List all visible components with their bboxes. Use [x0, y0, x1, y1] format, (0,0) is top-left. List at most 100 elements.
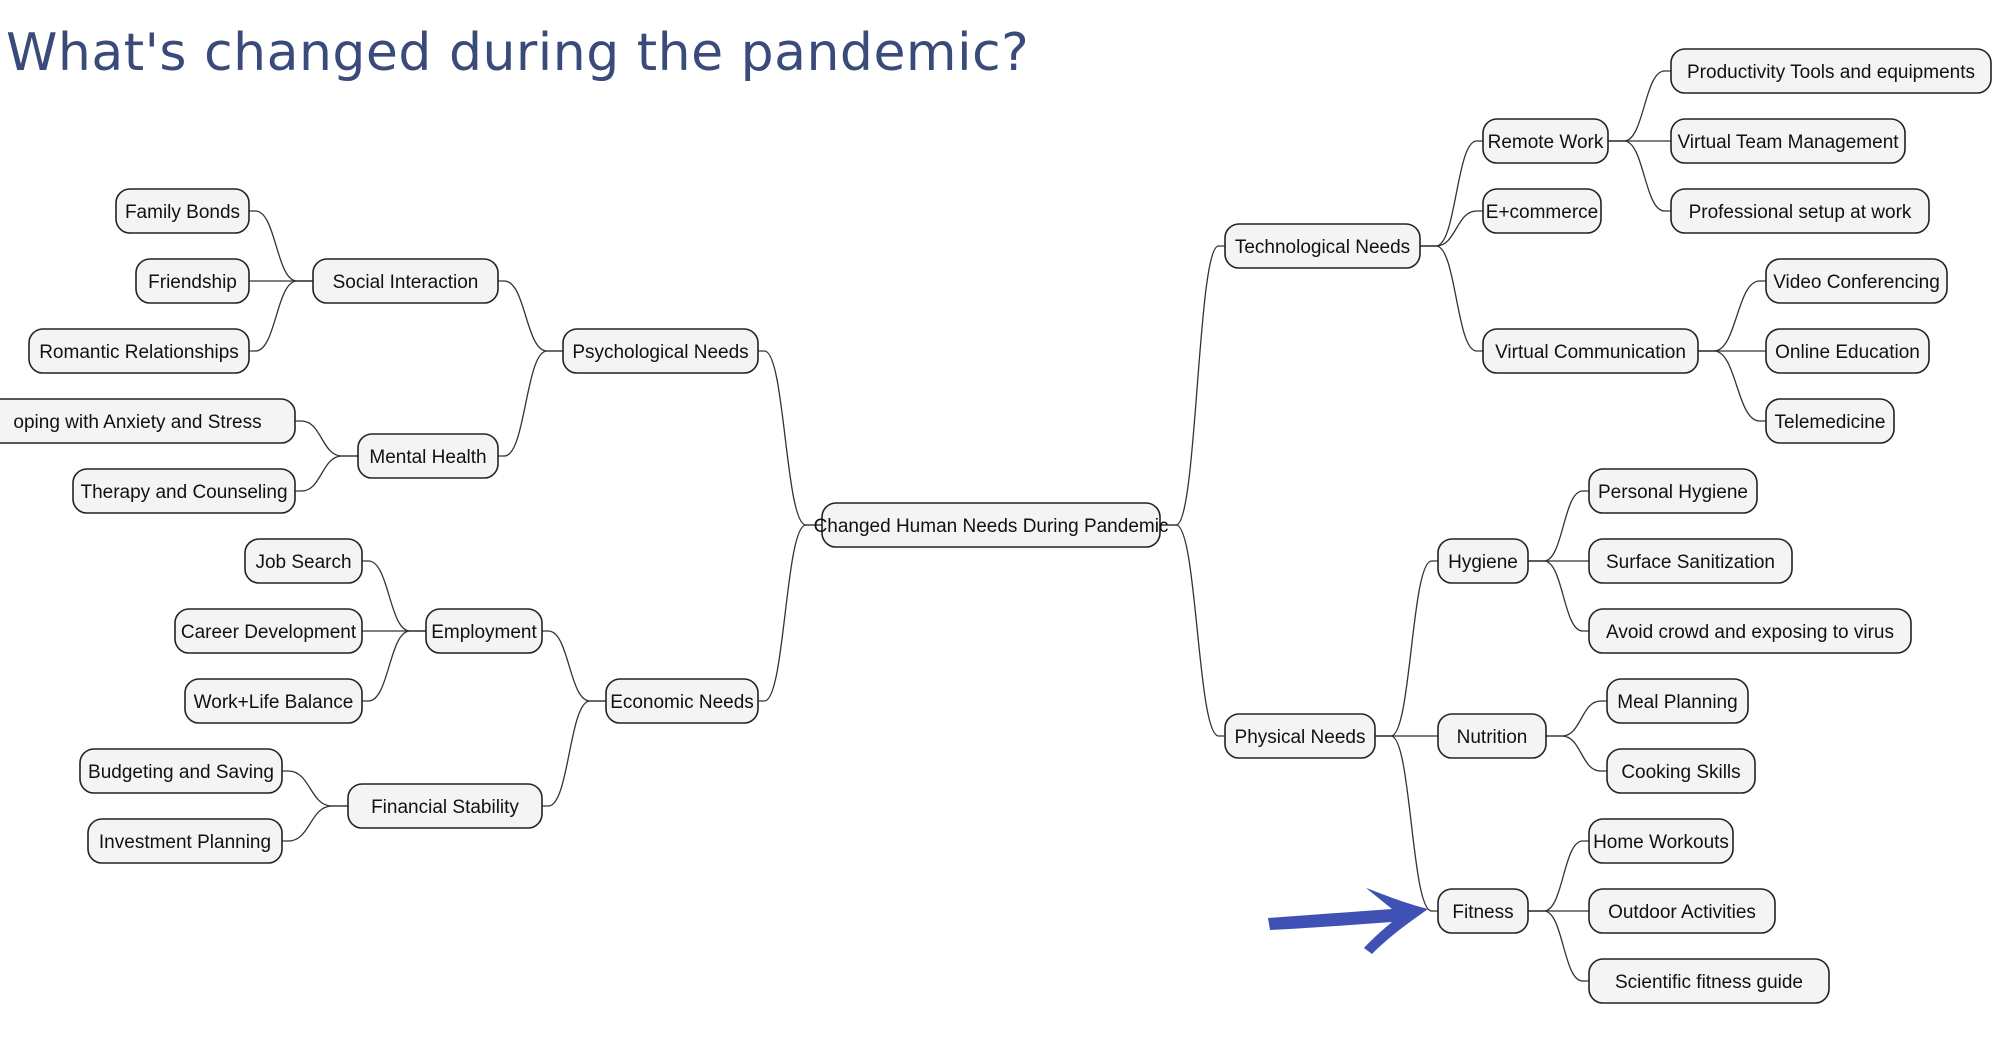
- node-surface-sanitization[interactable]: Surface Sanitization: [1588, 538, 1793, 584]
- node-label: Scientific fitness guide: [1615, 972, 1803, 993]
- node-ecommerce[interactable]: E+commerce: [1482, 188, 1602, 234]
- node-friendship[interactable]: Friendship: [135, 258, 250, 304]
- node-label: Outdoor Activities: [1608, 902, 1756, 923]
- node-box: [425, 608, 543, 654]
- node-psychological-needs[interactable]: Psychological Needs: [562, 328, 759, 374]
- pointer-arrow-icon: [1268, 888, 1428, 954]
- node-box: [72, 468, 296, 514]
- node-cooking-skills[interactable]: Cooking Skills: [1606, 748, 1756, 794]
- node-therapy-counseling[interactable]: Therapy and Counseling: [72, 468, 296, 514]
- node-label: Mental Health: [369, 447, 486, 468]
- node-outdoor-activities[interactable]: Outdoor Activities: [1588, 888, 1776, 934]
- connector-line: [1375, 735, 1438, 912]
- node-label: Remote Work: [1488, 132, 1604, 153]
- node-label: Friendship: [148, 272, 237, 293]
- node-video-conferencing[interactable]: Video Conferencing: [1765, 258, 1948, 304]
- node-financial-stability[interactable]: Financial Stability: [347, 783, 543, 829]
- node-box: [174, 608, 363, 654]
- node-physical-needs[interactable]: Physical Needs: [1224, 713, 1376, 759]
- node-romantic-relationships[interactable]: Romantic Relationships: [28, 328, 250, 374]
- root-node[interactable]: Changed Human Needs During Pandemic: [814, 502, 1169, 548]
- node-family-bonds[interactable]: Family Bonds: [115, 188, 250, 234]
- node-online-education[interactable]: Online Education: [1765, 328, 1930, 374]
- node-label: Hygiene: [1448, 552, 1518, 573]
- node-box: [605, 678, 759, 724]
- node-box: [1588, 818, 1734, 864]
- node-avoid-crowd[interactable]: Avoid crowd and exposing to virus: [1588, 608, 1912, 654]
- node-box: [87, 818, 283, 864]
- node-label: Productivity Tools and equipments: [1687, 62, 1975, 83]
- connector-line: [249, 280, 313, 352]
- node-work-life-balance[interactable]: Work+Life Balance: [184, 678, 363, 724]
- node-box: [115, 188, 250, 234]
- node-box: [1437, 888, 1529, 934]
- node-label: Investment Planning: [99, 832, 271, 853]
- connector-line: [282, 770, 348, 807]
- node-scientific-fitness-guide[interactable]: Scientific fitness guide: [1588, 958, 1830, 1004]
- node-investment-planning[interactable]: Investment Planning: [87, 818, 283, 864]
- connector-line: [362, 630, 426, 702]
- node-economic-needs[interactable]: Economic Needs: [605, 678, 759, 724]
- mind-map-connectors: [249, 70, 1766, 982]
- connector-line: [1608, 70, 1671, 142]
- node-label: Home Workouts: [1593, 832, 1729, 853]
- connector-line: [1608, 140, 1671, 212]
- node-box: [184, 678, 363, 724]
- node-label: Meal Planning: [1617, 692, 1737, 713]
- node-box: [1588, 888, 1776, 934]
- node-box: [1588, 468, 1758, 514]
- connector-line: [542, 630, 606, 702]
- node-meal-planning[interactable]: Meal Planning: [1606, 678, 1749, 724]
- node-hygiene[interactable]: Hygiene: [1437, 538, 1529, 584]
- node-label: Employment: [431, 622, 537, 643]
- node-box: [1224, 713, 1376, 759]
- node-technological-needs[interactable]: Technological Needs: [1224, 223, 1421, 269]
- node-box: [1437, 538, 1529, 584]
- node-label: Online Education: [1775, 342, 1920, 363]
- node-job-search[interactable]: Job Search: [244, 538, 363, 584]
- node-box: [135, 258, 250, 304]
- connector-line: [498, 350, 563, 457]
- node-box: [347, 783, 543, 829]
- node-fitness[interactable]: Fitness: [1437, 888, 1529, 934]
- connector-line: [1698, 350, 1766, 422]
- connector-line: [1546, 735, 1607, 772]
- node-virtual-communication[interactable]: Virtual Communication: [1482, 328, 1699, 374]
- node-label: Fitness: [1452, 902, 1513, 923]
- connector-line: [1160, 245, 1225, 526]
- node-nutrition[interactable]: Nutrition: [1437, 713, 1547, 759]
- connector-line: [1160, 524, 1225, 737]
- node-box: [1606, 678, 1749, 724]
- node-label: Romantic Relationships: [39, 342, 239, 363]
- mind-map-nodes: Changed Human Needs During Pandemic Psych…: [0, 48, 1992, 1004]
- node-mental-health[interactable]: Mental Health: [357, 433, 499, 479]
- node-coping-anxiety-stress[interactable]: oping with Anxiety and Stress: [0, 398, 296, 444]
- node-label: Budgeting and Saving: [88, 762, 274, 783]
- node-professional-setup[interactable]: Professional setup at work: [1670, 188, 1930, 234]
- node-productivity-tools[interactable]: Productivity Tools and equipments: [1670, 48, 1992, 94]
- node-social-interaction[interactable]: Social Interaction: [312, 258, 499, 304]
- node-remote-work[interactable]: Remote Work: [1482, 118, 1609, 164]
- node-box: [1670, 118, 1906, 164]
- node-box: [357, 433, 499, 479]
- node-label: Cooking Skills: [1621, 762, 1740, 783]
- node-label: Psychological Needs: [572, 342, 748, 363]
- node-box: [79, 748, 283, 794]
- node-box: [1588, 958, 1830, 1004]
- node-employment[interactable]: Employment: [425, 608, 543, 654]
- node-label: Career Development: [181, 622, 357, 643]
- node-box: [28, 328, 250, 374]
- node-career-development[interactable]: Career Development: [174, 608, 363, 654]
- connector-line: [1698, 280, 1766, 352]
- node-box: [1765, 398, 1895, 444]
- node-label: Financial Stability: [371, 797, 519, 818]
- node-box: [1482, 118, 1609, 164]
- connector-line: [1528, 910, 1589, 982]
- node-personal-hygiene[interactable]: Personal Hygiene: [1588, 468, 1758, 514]
- node-telemedicine[interactable]: Telemedicine: [1765, 398, 1895, 444]
- connector-line: [362, 560, 426, 632]
- node-virtual-team-management[interactable]: Virtual Team Management: [1670, 118, 1906, 164]
- node-home-workouts[interactable]: Home Workouts: [1588, 818, 1734, 864]
- node-budgeting-saving[interactable]: Budgeting and Saving: [79, 748, 283, 794]
- node-label: Avoid crowd and exposing to virus: [1606, 622, 1894, 643]
